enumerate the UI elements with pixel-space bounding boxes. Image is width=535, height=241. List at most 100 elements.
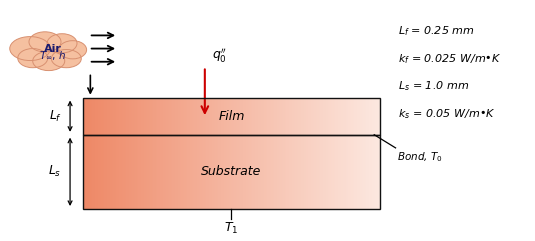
Bar [323, 98, 325, 135]
Ellipse shape [51, 49, 81, 68]
Text: Bond, $T_0$: Bond, $T_0$ [397, 150, 443, 164]
Bar [171, 135, 173, 209]
Bar [292, 135, 294, 209]
Bar [274, 98, 277, 135]
Bar [118, 98, 119, 135]
Bar [83, 98, 86, 135]
Bar [94, 98, 96, 135]
Bar [354, 98, 356, 135]
Bar [199, 98, 201, 135]
Bar [348, 135, 350, 209]
Bar [257, 135, 258, 209]
Bar [146, 135, 148, 209]
Bar [249, 135, 251, 209]
Bar [310, 98, 312, 135]
Bar [184, 135, 186, 209]
Bar [98, 98, 100, 135]
Bar [344, 135, 346, 209]
Bar [354, 135, 356, 209]
Bar [269, 135, 271, 209]
Bar [259, 98, 262, 135]
Bar [105, 98, 108, 135]
Bar [103, 135, 105, 209]
Bar [172, 98, 174, 135]
Bar [153, 135, 155, 209]
Bar [156, 98, 158, 135]
Bar [186, 135, 188, 209]
Bar [365, 98, 367, 135]
Bar [251, 135, 253, 209]
Bar [353, 135, 355, 209]
Bar [228, 98, 231, 135]
Bar [163, 135, 165, 209]
Bar [303, 98, 304, 135]
Bar [104, 135, 106, 209]
Bar [341, 98, 343, 135]
Bar [203, 135, 205, 209]
Bar [160, 135, 163, 209]
Bar [279, 135, 281, 209]
Bar [239, 98, 241, 135]
Bar [223, 98, 225, 135]
Bar [269, 98, 271, 135]
Text: $q_0''$: $q_0''$ [212, 46, 227, 64]
Bar [316, 135, 318, 209]
Bar [298, 98, 300, 135]
Bar [311, 135, 314, 209]
Bar [270, 135, 272, 209]
Bar [320, 98, 323, 135]
Bar [192, 135, 194, 209]
Bar [180, 135, 182, 209]
Bar [335, 135, 337, 209]
Text: $L_f$ = 0.25 mm: $L_f$ = 0.25 mm [398, 25, 475, 38]
Bar [187, 135, 189, 209]
Bar [109, 98, 111, 135]
Bar [323, 135, 325, 209]
Bar [207, 98, 208, 135]
Bar [280, 98, 282, 135]
Bar [107, 98, 109, 135]
Bar [171, 98, 173, 135]
Bar [125, 135, 127, 209]
Bar [205, 98, 207, 135]
Bar [149, 135, 150, 209]
Bar [116, 98, 118, 135]
Bar [88, 135, 90, 209]
Bar [258, 135, 260, 209]
Bar [325, 135, 327, 209]
Bar [334, 98, 335, 135]
Bar [205, 135, 207, 209]
Bar [207, 135, 208, 209]
Bar [162, 98, 164, 135]
Bar [196, 135, 198, 209]
Bar [273, 135, 275, 209]
Bar [188, 98, 190, 135]
Bar [245, 98, 247, 135]
Bar [331, 98, 333, 135]
Bar [371, 98, 373, 135]
Bar [113, 98, 115, 135]
Bar [226, 135, 227, 209]
Bar [295, 135, 297, 209]
Bar [291, 135, 293, 209]
Bar [373, 98, 376, 135]
Bar [317, 98, 319, 135]
Bar [120, 98, 123, 135]
Bar [311, 98, 314, 135]
Bar [276, 98, 278, 135]
Bar [138, 98, 140, 135]
Bar [134, 135, 136, 209]
Bar [118, 135, 119, 209]
Bar [319, 135, 321, 209]
Bar [146, 98, 148, 135]
Bar [378, 98, 380, 135]
Bar [134, 98, 136, 135]
Bar [137, 135, 139, 209]
Bar [300, 135, 302, 209]
Bar [120, 135, 123, 209]
Bar [285, 98, 287, 135]
Bar [113, 135, 115, 209]
Bar [319, 98, 321, 135]
Bar [155, 135, 157, 209]
Bar [107, 135, 109, 209]
